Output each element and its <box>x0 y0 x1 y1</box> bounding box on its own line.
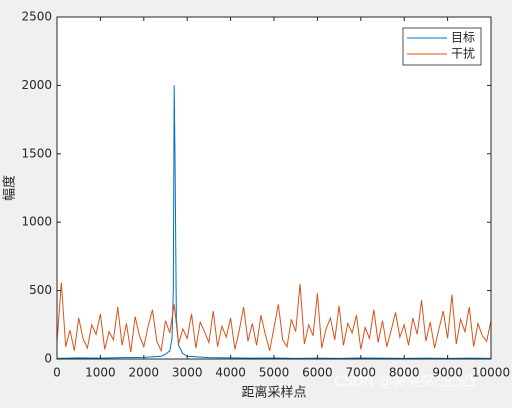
x-tick-label: 2000 <box>129 366 160 380</box>
x-tick-label: 7000 <box>346 366 377 380</box>
x-tick-label: 4000 <box>215 366 246 380</box>
y-tick-label: 1000 <box>21 215 52 229</box>
legend-label: 目标 <box>451 31 475 45</box>
x-tick-label: 0 <box>53 366 61 380</box>
x-tick-label: 6000 <box>302 366 333 380</box>
x-tick-label: 9000 <box>432 366 463 380</box>
x-tick-label: 1000 <box>85 366 116 380</box>
y-tick-label: 500 <box>29 283 52 297</box>
x-tick-label: 8000 <box>389 366 420 380</box>
x-axis-label: 距离采样点 <box>241 385 306 401</box>
axes-background <box>57 17 491 359</box>
y-tick-label: 0 <box>44 352 52 366</box>
legend-label: 干扰 <box>451 47 475 61</box>
legend-box <box>402 27 482 66</box>
y-tick-label: 1500 <box>21 146 52 160</box>
x-tick-label: 5000 <box>259 366 290 380</box>
series-line <box>56 85 492 359</box>
x-tick-label: 3000 <box>172 366 203 380</box>
y-tick-label: 2500 <box>21 10 52 24</box>
series-line <box>56 282 492 353</box>
y-axis-label: 幅度 <box>2 175 18 201</box>
x-tick-label: 10000 <box>472 366 510 380</box>
plot-area <box>56 85 492 359</box>
y-tick-label: 2000 <box>21 78 52 92</box>
watermark: CSDN @突突突凸凸凸 <box>334 374 476 390</box>
